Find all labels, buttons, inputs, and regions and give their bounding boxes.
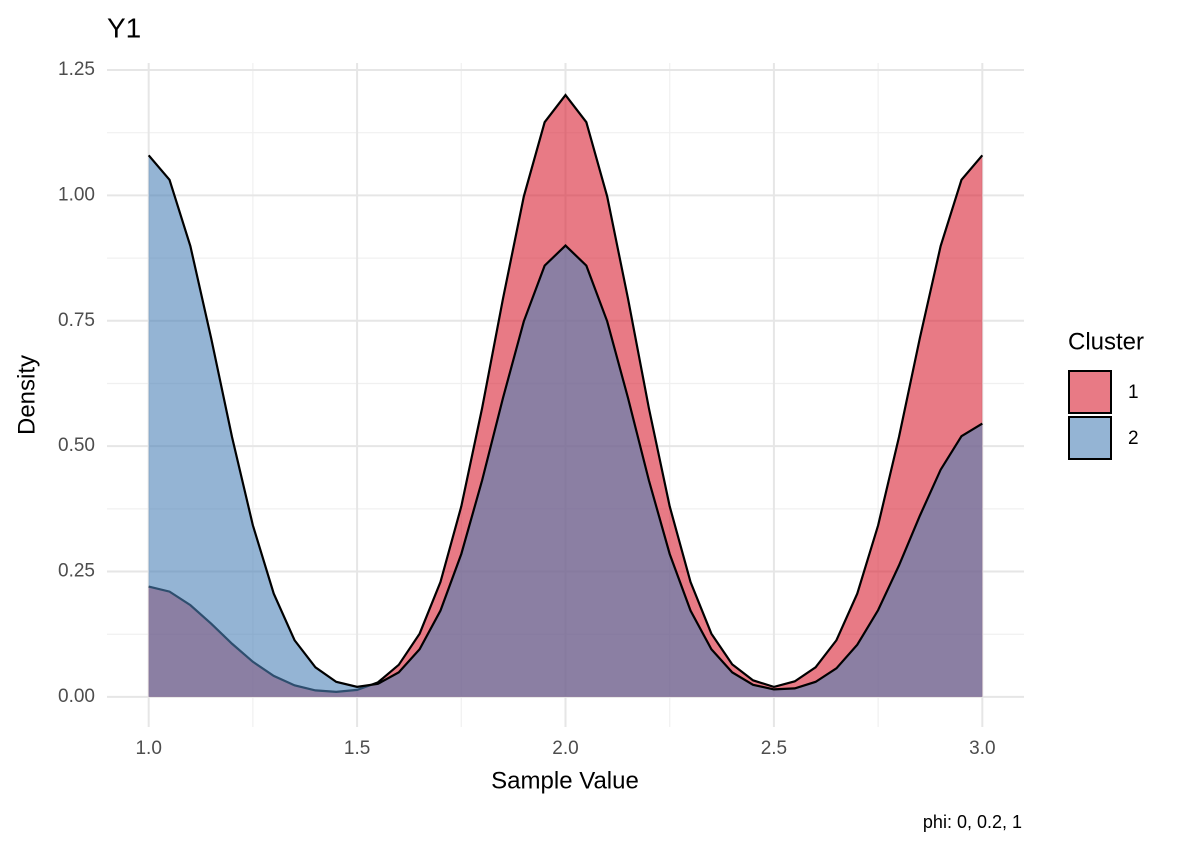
- caption: phi: 0, 0.2, 1: [923, 812, 1022, 832]
- x-tick-label: 2.0: [552, 738, 578, 759]
- y-tick-label: 0.50: [58, 435, 95, 456]
- y-tick-label: 1.25: [58, 59, 95, 80]
- x-tick-label: 1.5: [344, 738, 370, 759]
- y-axis-title: Density: [13, 355, 40, 435]
- density-line: [147, 154, 983, 691]
- x-tick-label: 2.5: [761, 738, 787, 759]
- legend-swatch: [1068, 370, 1112, 414]
- legend-swatch: [1068, 416, 1112, 460]
- x-axis-title: Sample Value: [491, 767, 639, 794]
- legend-label: 1: [1128, 382, 1139, 403]
- chart-title: Y1: [107, 12, 141, 43]
- y-tick-label: 0.00: [58, 686, 95, 707]
- y-tick-label: 1.00: [58, 184, 95, 205]
- y-tick-label: 0.25: [58, 561, 95, 582]
- density-area: [148, 155, 983, 697]
- y-tick-label: 0.75: [58, 310, 95, 331]
- legend-title: Cluster: [1068, 328, 1144, 355]
- legend-label: 2: [1128, 428, 1139, 449]
- x-tick-label: 1.0: [135, 738, 161, 759]
- x-tick-label: 3.0: [969, 738, 995, 759]
